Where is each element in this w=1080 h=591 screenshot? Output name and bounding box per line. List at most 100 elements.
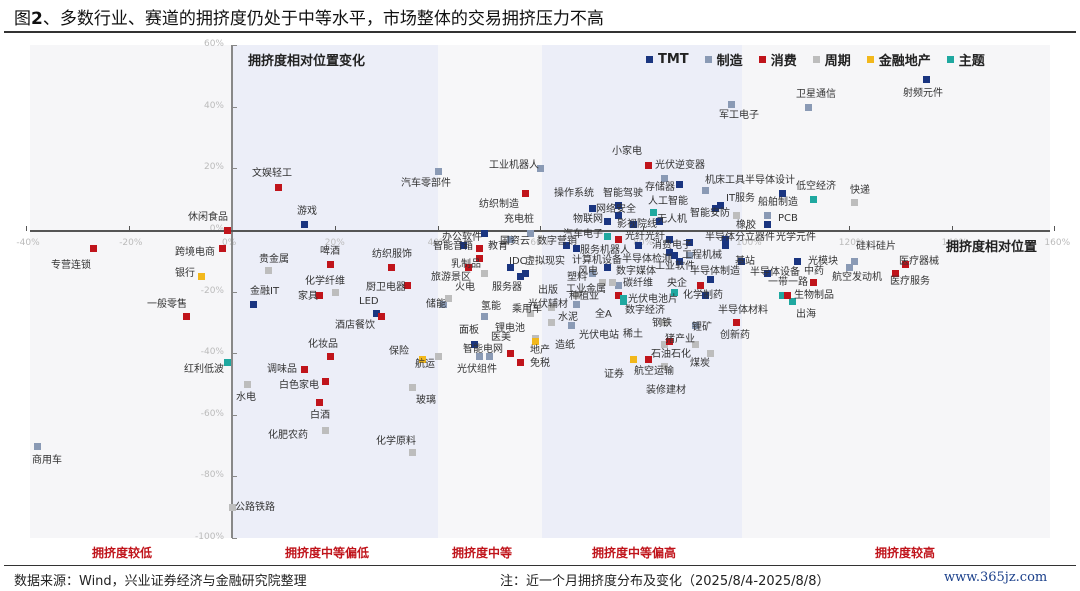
- chart-title: 拥挤度相对位置变化: [248, 54, 366, 69]
- point-label: 影视院线: [617, 219, 657, 230]
- data-point: [198, 273, 206, 281]
- point-label: 出海: [796, 309, 816, 320]
- point-label: 医疗服务: [890, 276, 930, 287]
- data-point: [218, 245, 226, 253]
- x-tick: [437, 226, 439, 231]
- point-label: 保险: [389, 346, 409, 357]
- point-label: 办公软件: [442, 232, 482, 243]
- data-point: [686, 239, 694, 247]
- data-point: [665, 248, 673, 256]
- data-point: [316, 399, 324, 407]
- data-point: [506, 236, 514, 244]
- data-point: [316, 291, 324, 299]
- data-point: [676, 257, 684, 265]
- data-point: [588, 270, 596, 278]
- data-point: [516, 273, 524, 281]
- data-point: [444, 294, 452, 302]
- point-label: 消费电子: [652, 240, 692, 251]
- point-label: 工业软件: [655, 261, 695, 272]
- legend: TMT 制造 消费 周期 金融地产 主题: [646, 50, 1001, 69]
- point-label: 半导体材料: [718, 305, 768, 316]
- point-label: 操作系统: [554, 188, 594, 199]
- legend-swatch-icon: [866, 56, 874, 63]
- data-point: [763, 270, 771, 278]
- point-label: 贵金属: [259, 254, 289, 265]
- legend-label: TMT: [658, 52, 689, 67]
- point-label: 水电: [236, 392, 256, 403]
- point-label: 中药: [804, 266, 824, 277]
- point-label: 旅游景区: [431, 272, 471, 283]
- data-point: [727, 100, 735, 108]
- data-point: [701, 291, 709, 299]
- point-label: 一般零售: [147, 299, 187, 310]
- point-label: 光伏辅材: [528, 299, 568, 310]
- point-label: 装修建材: [646, 385, 686, 396]
- data-point: [264, 267, 272, 275]
- legend-item: 金融地产: [866, 50, 931, 69]
- point-label: 生物制品: [794, 290, 834, 301]
- zone-band-mid: [438, 45, 542, 538]
- point-label: 小家电: [612, 146, 642, 157]
- bottom-rule: [4, 565, 1076, 566]
- data-point: [778, 291, 786, 299]
- top-rule: [4, 31, 1076, 33]
- data-point: [660, 174, 668, 182]
- point-label: 化妆品: [308, 339, 338, 350]
- x-tick: [540, 226, 542, 231]
- point-label: 半导体检测: [622, 254, 672, 265]
- data-point: [516, 359, 524, 367]
- data-point: [475, 245, 483, 253]
- x-axis-title: 拥挤度相对位置: [946, 240, 1038, 255]
- data-point: [388, 263, 396, 271]
- data-point: [573, 300, 581, 308]
- zone-label: 拥挤度中等偏高: [592, 546, 677, 560]
- point-label: 半导体制造: [690, 266, 740, 277]
- y-tick: [232, 538, 237, 539]
- data-point: [609, 279, 617, 287]
- point-label: 光模块: [808, 256, 838, 267]
- data-point: [660, 362, 668, 370]
- point-label: 计算机设备: [572, 255, 622, 266]
- data-point: [532, 337, 540, 345]
- legend-swatch-icon: [946, 56, 954, 63]
- point-label: 数字媒体: [616, 266, 656, 277]
- data-point: [90, 245, 98, 253]
- point-label: 半导体设计: [745, 175, 795, 186]
- data-point: [480, 270, 488, 278]
- data-point: [732, 319, 740, 327]
- point-label: 橡胶: [736, 220, 756, 231]
- data-point: [794, 257, 802, 265]
- point-label: 玻璃: [416, 395, 436, 406]
- data-point: [33, 442, 41, 450]
- data-point: [614, 211, 622, 219]
- data-point: [480, 313, 488, 321]
- data-point: [614, 291, 622, 299]
- data-point: [326, 260, 334, 268]
- x-tick-label: 40%: [427, 238, 448, 248]
- point-label: 家具: [298, 291, 318, 302]
- data-point: [660, 319, 668, 327]
- data-point: [537, 165, 545, 173]
- y-tick-label: 20%: [203, 162, 224, 173]
- data-point: [902, 260, 910, 268]
- y-tick: [232, 45, 237, 47]
- point-label: IDC: [509, 256, 527, 267]
- x-axis: [30, 230, 1050, 232]
- point-label: 专营连锁: [51, 260, 91, 271]
- data-point: [439, 300, 447, 308]
- data-point: [521, 270, 529, 278]
- x-tick-label: 100%: [736, 238, 762, 248]
- x-tick-label: -40%: [16, 238, 40, 248]
- point-label: 一带一路: [768, 277, 808, 288]
- data-point: [635, 242, 643, 250]
- point-label: 智能音箱: [433, 241, 473, 252]
- legend-swatch-icon: [646, 56, 653, 63]
- point-label: 全A: [595, 309, 612, 320]
- point-label: 硅料硅片: [856, 241, 896, 252]
- point-label: 煤炭: [690, 358, 710, 369]
- legend-swatch-icon: [758, 56, 766, 63]
- data-point: [922, 76, 930, 84]
- point-label: 船舶制造: [758, 197, 798, 208]
- data-point: [527, 230, 535, 238]
- point-label: 基站: [735, 256, 755, 267]
